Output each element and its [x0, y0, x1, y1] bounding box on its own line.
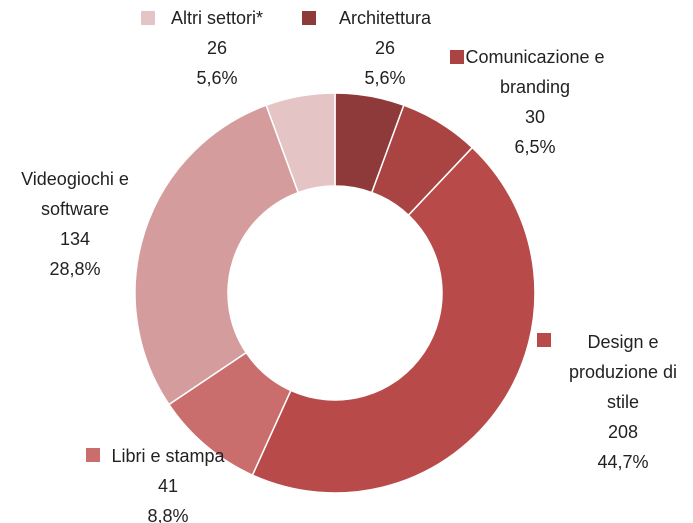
slice-label: Comunicazione e branding 30 6,5% [465, 42, 605, 162]
slice-label: Architettura 26 5,6% [315, 3, 455, 93]
percent-label: 28,8% [49, 259, 101, 279]
percent-label: 5,6% [196, 68, 238, 88]
value-label: 26 [206, 38, 228, 58]
donut-slice [265, 92, 336, 194]
category-label: Architettura [338, 8, 432, 28]
slice-label: Altri settori* 26 5,6% [137, 3, 297, 93]
legend-swatch [141, 11, 155, 25]
slice-label: Design e produzione di stile 208 44,7% [556, 327, 691, 477]
value-label: 30 [524, 107, 546, 127]
donut-slice [251, 146, 536, 494]
percent-label: 44,7% [597, 452, 649, 472]
legend-swatch [537, 333, 551, 347]
legend-swatch [86, 448, 100, 462]
value-label: 26 [374, 38, 396, 58]
slice-label: Libri e stampa 41 8,8% [83, 441, 253, 523]
donut-slice [134, 104, 300, 406]
percent-label: 5,6% [364, 68, 406, 88]
percent-label: 6,5% [514, 137, 556, 157]
value-label: 41 [157, 476, 179, 496]
legend-swatch [302, 11, 316, 25]
category-label: Comunicazione e branding [465, 47, 605, 97]
value-label: 208 [607, 422, 639, 442]
category-label: Design e produzione di stile [568, 332, 678, 412]
category-label: Altri settori* [170, 8, 264, 28]
category-label: Libri e stampa [111, 446, 225, 466]
value-label: 134 [59, 229, 91, 249]
category-label: Videogiochi e software [21, 169, 129, 219]
slice-label: Videogiochi e software 134 28,8% [5, 164, 145, 284]
legend-swatch [450, 50, 464, 64]
percent-label: 8,8% [147, 506, 189, 523]
